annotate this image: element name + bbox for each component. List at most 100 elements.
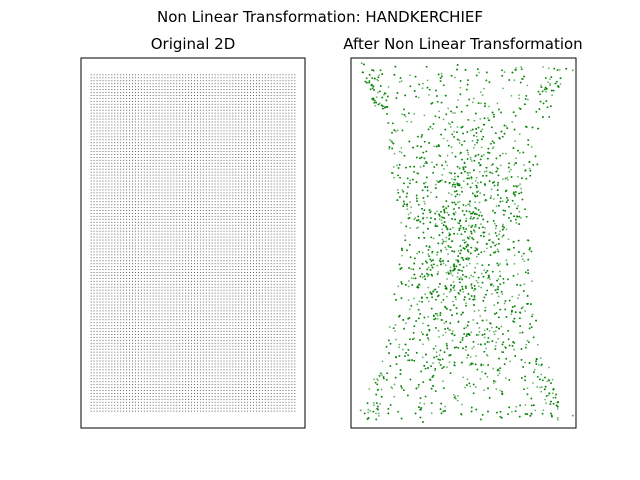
scatter-point [96,242,98,244]
scatter-point [161,295,163,297]
scatter-point [114,230,116,232]
scatter-point [244,354,246,356]
scatter-point [129,283,131,285]
scatter-point [250,328,252,330]
scatter-point [253,283,254,285]
scatter-point [220,381,222,383]
scatter-point [117,242,119,244]
scatter-point [188,325,190,327]
scatter-point [223,372,225,374]
scatter-point [93,298,95,300]
scatter-point [111,245,113,247]
scatter-point [191,348,193,350]
scatter-point [129,360,131,362]
scatter-point [264,384,266,386]
scatter-point [291,224,293,226]
scatter-point [176,289,178,291]
scatter-point [291,345,293,347]
scatter-point [202,307,204,309]
scatter-point [114,398,116,400]
scatter-point [270,319,272,321]
scatter-point [152,331,154,333]
scatter-point [244,207,246,209]
scatter-point [155,407,157,409]
scatter-point [117,336,119,338]
scatter-point [205,218,207,220]
scatter-point [102,345,104,347]
scatter-point [117,381,119,383]
scatter-point [143,307,145,309]
scatter-point [158,295,160,297]
scatter-point [179,392,181,394]
scatter-point [253,401,254,403]
scatter-point [241,360,243,362]
scatter-point [185,289,187,291]
scatter-point [229,381,231,383]
scatter-point [220,378,222,380]
scatter-point [223,375,225,377]
scatter-point [217,392,219,394]
scatter-point [146,384,148,386]
scatter-point [143,236,145,238]
scatter-point [143,401,145,403]
scatter-point [132,336,133,338]
scatter-point [235,280,237,282]
scatter-point [267,301,269,303]
scatter-point [93,354,95,356]
scatter-point [226,401,228,403]
scatter-point [250,325,252,327]
scatter-point [134,260,136,262]
scatter-point [264,410,266,412]
scatter-point [244,210,246,212]
scatter-point [161,310,163,312]
scatter-point [158,313,160,315]
scatter-point [211,257,213,259]
scatter-point [285,210,287,212]
scatter-point [152,351,154,353]
scatter-point [90,366,92,368]
scatter-point [196,363,198,365]
scatter-point [226,313,228,315]
scatter-point [117,307,119,309]
scatter-point [146,387,148,389]
scatter-point [155,274,157,276]
scatter-point [93,236,95,238]
scatter-point [102,251,104,253]
scatter-point [185,398,187,400]
scatter-point [291,313,293,315]
scatter-point [185,390,187,392]
scatter-point [117,401,119,403]
scatter-point [155,254,157,256]
scatter-point [117,333,119,335]
scatter-point [167,375,169,377]
scatter-point [208,263,210,265]
scatter-point [170,210,172,212]
scatter-point [123,233,125,235]
scatter-point [152,316,154,318]
scatter-point [261,381,263,383]
scatter-point [258,342,260,344]
scatter-point [152,325,154,327]
scatter-point [241,339,243,341]
scatter-point [158,266,160,268]
scatter-point [114,316,116,318]
scatter-point [205,215,207,217]
scatter-point [247,328,249,330]
scatter-point [205,251,207,253]
scatter-point [199,204,201,206]
scatter-point [193,233,195,235]
scatter-point [191,398,193,400]
scatter-point [223,298,225,300]
scatter-point [267,289,269,291]
scatter-point [149,339,151,341]
scatter-point [217,384,219,386]
scatter-point [120,257,122,259]
scatter-point [261,316,263,318]
scatter-point [185,257,187,259]
scatter-point [279,263,281,265]
scatter-point [176,307,178,309]
scatter-point [96,301,98,303]
scatter-point [96,266,98,268]
scatter-point [188,301,190,303]
scatter-point [214,378,216,380]
